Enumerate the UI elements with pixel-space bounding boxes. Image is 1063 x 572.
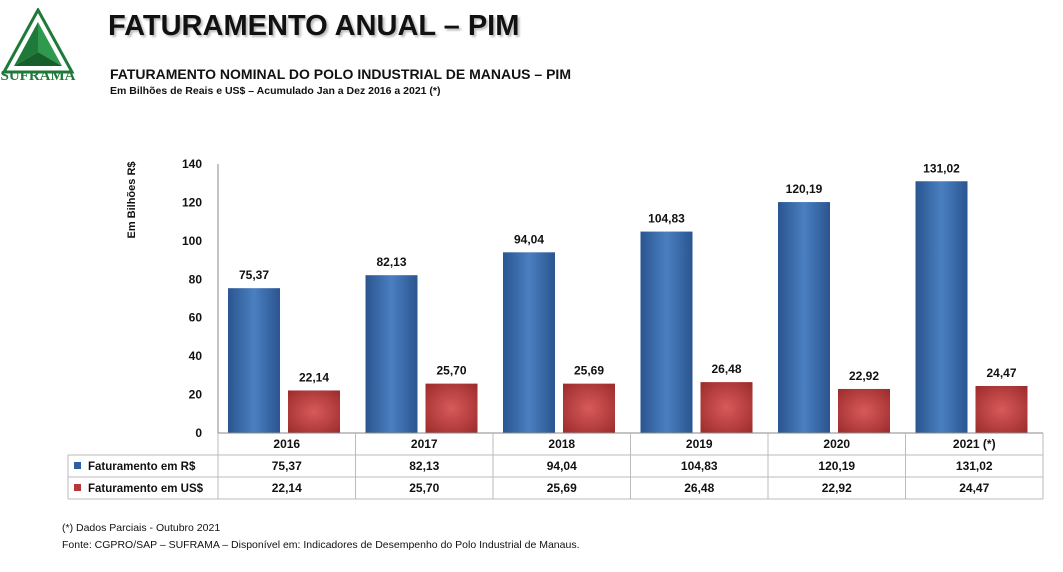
y-tick-label: 100 <box>182 234 202 248</box>
footnote: (*) Dados Parciais - Outubro 2021 <box>62 522 221 534</box>
bar-brl <box>778 202 830 433</box>
bar-brl <box>365 275 418 433</box>
legend-swatch <box>74 484 81 491</box>
table-cell: 26,48 <box>684 481 714 495</box>
x-tick-label: 2019 <box>686 437 713 451</box>
data-label-usd: 22,14 <box>299 370 329 384</box>
page-title: FATURAMENTO ANUAL – PIM <box>108 10 520 42</box>
table-cell: 94,04 <box>547 459 577 473</box>
bar-usd <box>838 388 890 433</box>
y-tick-label: 60 <box>189 311 203 325</box>
chart-subtitle: FATURAMENTO NOMINAL DO POLO INDUSTRIAL D… <box>110 66 571 82</box>
table-cell: 24,47 <box>959 481 989 495</box>
y-tick-label: 140 <box>182 157 202 171</box>
data-label-usd: 22,92 <box>849 369 879 383</box>
chart-description: Em Bilhões de Reais e US$ – Acumulado Ja… <box>110 85 441 97</box>
x-tick-label: 2016 <box>273 437 300 451</box>
table-cell: 120,19 <box>818 459 855 473</box>
table-cell: 82,13 <box>409 459 439 473</box>
legend-label: Faturamento em US$ <box>88 483 204 495</box>
legend-swatch <box>74 462 81 469</box>
data-label-usd: 24,47 <box>986 366 1016 380</box>
x-tick-label: 2020 <box>823 437 850 451</box>
data-label-usd: 25,70 <box>436 364 466 378</box>
bar-brl <box>915 181 968 433</box>
suframa-logo <box>1 8 75 74</box>
table-cell: 25,70 <box>409 481 439 495</box>
data-label-brl: 75,37 <box>239 268 269 282</box>
table-cell: 75,37 <box>272 459 302 473</box>
x-tick-label: 2021 (*) <box>953 437 996 451</box>
y-tick-label: 0 <box>195 426 202 440</box>
table-cell: 104,83 <box>681 459 718 473</box>
x-tick-label: 2018 <box>548 437 575 451</box>
data-label-brl: 131,02 <box>923 161 960 175</box>
bar-usd <box>975 385 1028 433</box>
y-tick-label: 40 <box>189 349 203 363</box>
bar-brl <box>503 252 555 433</box>
table-cell: 25,69 <box>547 481 577 495</box>
data-label-usd: 25,69 <box>574 364 604 378</box>
y-axis-label: Em Bilhões R$ <box>126 161 138 238</box>
bar-brl <box>640 231 693 433</box>
data-label-brl: 104,83 <box>648 212 685 226</box>
source-note: Fonte: CGPRO/SAP – SUFRAMA – Disponível … <box>62 539 580 551</box>
table-cell: 22,14 <box>272 481 302 495</box>
bar-usd <box>700 382 753 433</box>
legend-label: Faturamento em R$ <box>88 461 196 473</box>
logo-text: SUFRAMA <box>0 68 76 84</box>
bar-usd <box>563 383 615 433</box>
bar-usd <box>288 390 340 433</box>
table-cell: 22,92 <box>822 481 852 495</box>
data-label-brl: 94,04 <box>514 232 544 246</box>
y-tick-label: 80 <box>189 272 203 286</box>
y-tick-label: 120 <box>182 195 202 209</box>
bar-brl <box>228 288 280 433</box>
table-cell: 131,02 <box>956 459 993 473</box>
data-label-brl: 120,19 <box>786 182 823 196</box>
y-tick-label: 20 <box>189 388 203 402</box>
data-label-usd: 26,48 <box>711 362 741 376</box>
bar-usd <box>425 383 478 433</box>
data-label-brl: 82,13 <box>376 255 406 269</box>
x-tick-label: 2017 <box>411 437 438 451</box>
